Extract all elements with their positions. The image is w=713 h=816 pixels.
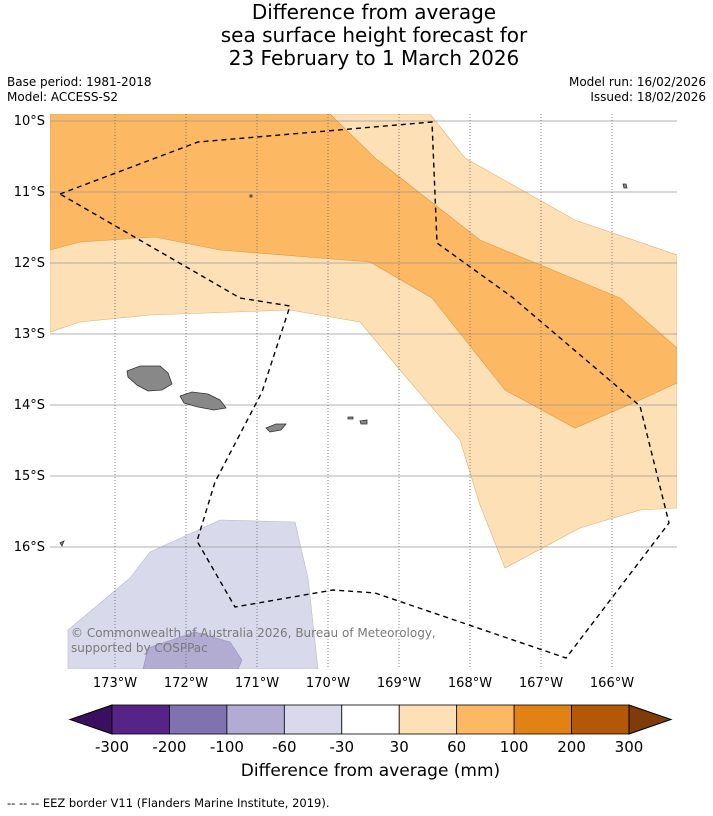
- colorbar-segment: [169, 704, 228, 735]
- eez-legend-note: -- -- -- EEZ border V11 (Flanders Marine…: [7, 796, 330, 810]
- lon-label: 168°W: [448, 676, 492, 691]
- lon-label: 171°W: [235, 676, 279, 691]
- colorbar-label: Difference from average (mm): [240, 761, 501, 781]
- islet-2: [249, 194, 253, 198]
- eez-borders: [58, 121, 670, 659]
- colorbar-segment: [226, 704, 285, 735]
- lat-tick-labels: 10°S 11°S 12°S 13°S 14°S 15°S 16°S: [14, 114, 45, 555]
- chart-title: Difference from average sea surface heig…: [0, 1, 713, 70]
- island-manua: [359, 419, 368, 425]
- lon-label: 169°W: [377, 676, 421, 691]
- title-line-3: 23 February to 1 March 2026: [228, 46, 520, 70]
- colorbar-tick-label: 60: [447, 738, 466, 756]
- lat-label: 16°S: [14, 540, 45, 555]
- colorbar-tick-label: 30: [390, 738, 409, 756]
- colorbar-segment: [456, 704, 515, 735]
- colorbar: -300 -200 -100 -60 -30 30 60 100 200 300: [68, 704, 673, 756]
- eez-samoa: [58, 121, 670, 659]
- colorbar-segment: [283, 704, 343, 735]
- copyright-notice: © Commonwealth of Australia 2026, Bureau…: [71, 626, 436, 655]
- colorbar-tick-label: -300: [95, 738, 129, 756]
- colorbar-tick-label: -60: [272, 738, 297, 756]
- lon-label: 167°W: [519, 676, 563, 691]
- colorbar-segments: [111, 704, 630, 735]
- islet-1: [347, 416, 354, 420]
- anomaly-band-neg60-neg30: [67, 519, 319, 669]
- colorbar-segment: [571, 704, 630, 735]
- anomaly-band-neg100-neg60: [142, 631, 243, 669]
- colorbar-ticks: -300 -200 -100 -60 -30 30 60 100 200 300: [95, 738, 643, 756]
- lon-label: 166°W: [590, 676, 634, 691]
- model-name: Model: ACCESS-S2: [7, 90, 119, 104]
- meta-left: Base period: 1981-2018 Model: ACCESS-S2: [7, 75, 152, 105]
- lon-label: 170°W: [306, 676, 350, 691]
- colorbar-tick-label: -100: [210, 738, 244, 756]
- colorbar-segment: [111, 704, 170, 735]
- title-line-1: Difference from average: [251, 0, 497, 24]
- colorbar-segment: [398, 704, 458, 735]
- lat-gridlines: [50, 120, 677, 548]
- island-upolu: [179, 391, 227, 411]
- model-run: Model run: 16/02/2026: [568, 75, 706, 89]
- meta-right: Model run: 16/02/2026 Issued: 18/02/2026: [569, 75, 706, 105]
- colorbar-under-arrow: [68, 704, 113, 735]
- colorbar-over-arrow: [628, 704, 673, 735]
- map-figure: 10°S 11°S 12°S 13°S 14°S 15°S 16°S 173°W…: [14, 114, 677, 756]
- map-area: [50, 114, 677, 669]
- lon-label: 172°W: [164, 676, 208, 691]
- lon-tick-labels: 173°W 172°W 171°W 170°W 169°W 168°W 167°…: [93, 676, 634, 691]
- colorbar-segment: [341, 704, 400, 735]
- land-masses: [59, 183, 628, 547]
- lat-label: 15°S: [14, 469, 45, 484]
- islet-4: [59, 540, 65, 547]
- island-tutuila: [265, 423, 287, 433]
- colorbar-tick-label: 200: [557, 738, 586, 756]
- colorbar-segment: [513, 704, 572, 735]
- base-period: Base period: 1981-2018: [7, 75, 152, 89]
- colorbar-tick-label: -200: [152, 738, 186, 756]
- lat-label: 10°S: [14, 114, 45, 129]
- lon-label: 173°W: [93, 676, 137, 691]
- lat-label: 14°S: [14, 398, 45, 413]
- islet-3: [622, 183, 628, 189]
- colorbar-tick-label: -30: [330, 738, 355, 756]
- lat-label: 13°S: [14, 327, 45, 342]
- colorbar-tick-label: 100: [500, 738, 529, 756]
- lon-gridlines: [114, 114, 613, 669]
- lat-label: 11°S: [14, 185, 45, 200]
- colorbar-tick-label: 300: [615, 738, 644, 756]
- anomaly-band-60-100: [50, 114, 677, 429]
- lat-label: 12°S: [14, 256, 45, 271]
- issued-date: Issued: 18/02/2026: [590, 90, 706, 104]
- island-savaii: [126, 365, 173, 392]
- title-line-2: sea surface height forecast for: [220, 23, 528, 47]
